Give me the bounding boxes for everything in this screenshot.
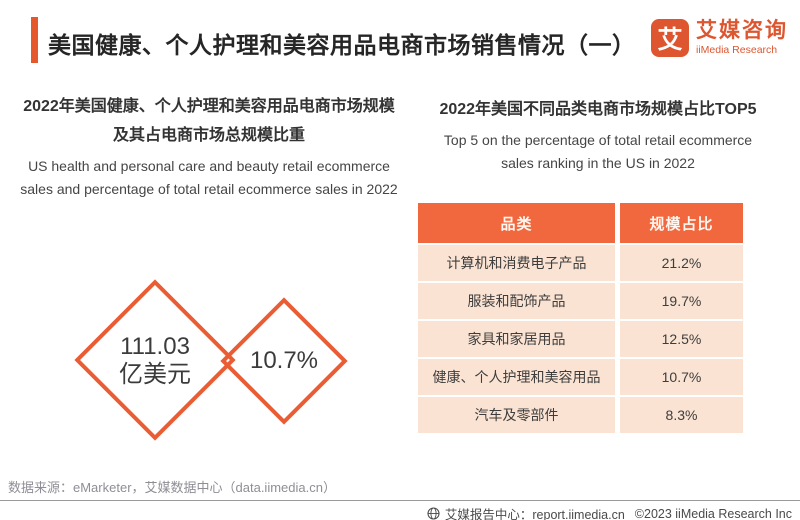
logo-name-en: iiMedia Research [696, 43, 778, 56]
table-cell-share: 21.2% [620, 245, 743, 281]
table-cell-share: 10.7% [620, 359, 743, 395]
iimedia-logo-icon: 艾 [651, 19, 689, 57]
left-heading-en-line2: sales and percentage of total retail eco… [20, 181, 398, 197]
title-accent-bar [31, 17, 38, 63]
table-cell-category: 服装和配饰产品 [418, 283, 615, 319]
left-heading-en: US health and personal care and beauty r… [20, 155, 398, 201]
market-share-value: 10.7% [249, 347, 319, 374]
left-heading-en-line1: US health and personal care and beauty r… [28, 158, 390, 174]
table-cell-category: 家具和家居用品 [418, 321, 615, 357]
page-title: 美国健康、个人护理和美容用品电商市场销售情况（一） [48, 32, 636, 58]
globe-icon [427, 507, 440, 520]
footer-divider [0, 500, 800, 501]
left-section-heading: 2022年美国健康、个人护理和美容用品电商市场规模 及其占电商市场总规模比重 U… [20, 92, 398, 201]
iimedia-logo: 艾 艾媒咨询 iiMedia Research [651, 19, 788, 57]
footer-bar: 艾媒报告中心：report.iimedia.cn ©2023 iiMedia R… [427, 504, 792, 520]
market-size-number: 111.03 [120, 333, 190, 360]
data-source-note: 数据来源：eMarketer，艾媒数据中心（data.iimedia.cn） [8, 480, 336, 495]
iimedia-logo-text: 艾媒咨询 iiMedia Research [696, 20, 788, 55]
left-heading-zh: 2022年美国健康、个人护理和美容用品电商市场规模 及其占电商市场总规模比重 [20, 92, 398, 150]
right-heading-en-line1: Top 5 on the percentage of total retail … [443, 132, 753, 148]
table-row: 健康、个人护理和美容用品 10.7% [418, 359, 743, 395]
table-header-category: 品类 [418, 203, 615, 243]
footer-report-center: 艾媒报告中心：report.iimedia.cn [444, 508, 625, 520]
market-size-unit: 亿美元 [119, 361, 191, 389]
table-body: 计算机和消费电子产品 21.2% 服装和配饰产品 19.7% 家具和家居用品 1… [418, 245, 743, 433]
market-size-value: 111.03 亿美元 [95, 333, 215, 389]
left-heading-zh-line2: 及其占电商市场总规模比重 [112, 127, 305, 144]
table-cell-category: 健康、个人护理和美容用品 [418, 359, 615, 395]
table-header-row: 品类 规模占比 [418, 203, 743, 243]
right-heading-en-line2: sales ranking in the US in 2022 [501, 155, 695, 171]
table-cell-category: 计算机和消费电子产品 [418, 245, 615, 281]
table-row: 计算机和消费电子产品 21.2% [418, 245, 743, 281]
table-cell-share: 19.7% [620, 283, 743, 319]
logo-name-cn: 艾媒咨询 [696, 19, 788, 43]
table-row: 家具和家居用品 12.5% [418, 321, 743, 357]
left-heading-zh-line1: 2022年美国健康、个人护理和美容用品电商市场规模 [23, 98, 395, 115]
table-cell-category: 汽车及零部件 [418, 397, 615, 433]
table-cell-share: 12.5% [620, 321, 743, 357]
table-row: 服装和配饰产品 19.7% [418, 283, 743, 319]
footer-copyright: ©2023 iiMedia Research Inc [634, 506, 792, 520]
table-row: 汽车及零部件 8.3% [418, 397, 743, 433]
right-heading-zh: 2022年美国不同品类电商市场规模占比TOP5 [439, 101, 757, 118]
table-cell-share: 8.3% [620, 397, 743, 433]
right-section-heading: 2022年美国不同品类电商市场规模占比TOP5 Top 5 on the per… [410, 95, 786, 175]
right-heading-en: Top 5 on the percentage of total retail … [410, 129, 786, 175]
table-header-share: 规模占比 [620, 203, 743, 243]
category-share-table: 品类 规模占比 计算机和消费电子产品 21.2% 服装和配饰产品 19.7% 家… [418, 203, 743, 435]
